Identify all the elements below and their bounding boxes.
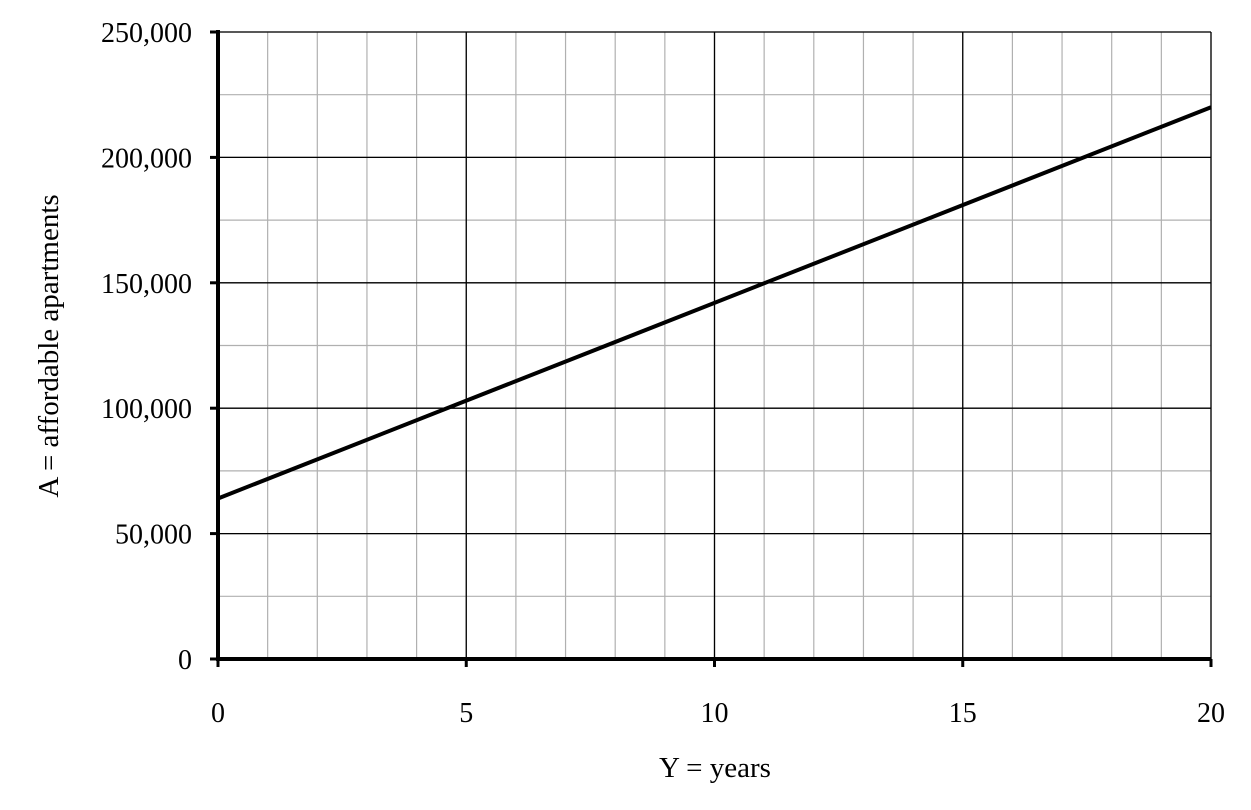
y-tick-label: 100,000 xyxy=(101,394,192,425)
series-layer xyxy=(217,105,1212,501)
x-tick-label: 0 xyxy=(211,698,225,729)
x-tick-label: 5 xyxy=(459,698,473,729)
series-line-0 xyxy=(217,105,1212,501)
y-axis-title: A = affordable apartments xyxy=(33,194,65,497)
x-tick-label: 10 xyxy=(701,698,729,729)
y-tick-label: 250,000 xyxy=(101,18,192,49)
y-tick-labels: 0 50,000 100,000 150,000 200,000 250,000 xyxy=(101,18,192,676)
y-tick-label: 200,000 xyxy=(101,143,192,174)
ticks xyxy=(210,30,1213,667)
x-tick-label: 15 xyxy=(949,698,977,729)
x-axis-title: Y = years xyxy=(659,752,771,784)
x-tick-labels: 0 5 10 15 20 xyxy=(211,698,1225,729)
y-tick-label: 50,000 xyxy=(115,520,192,551)
x-tick-label: 20 xyxy=(1197,698,1225,729)
y-tick-label: 150,000 xyxy=(101,269,192,300)
y-tick-label: 0 xyxy=(178,645,192,676)
